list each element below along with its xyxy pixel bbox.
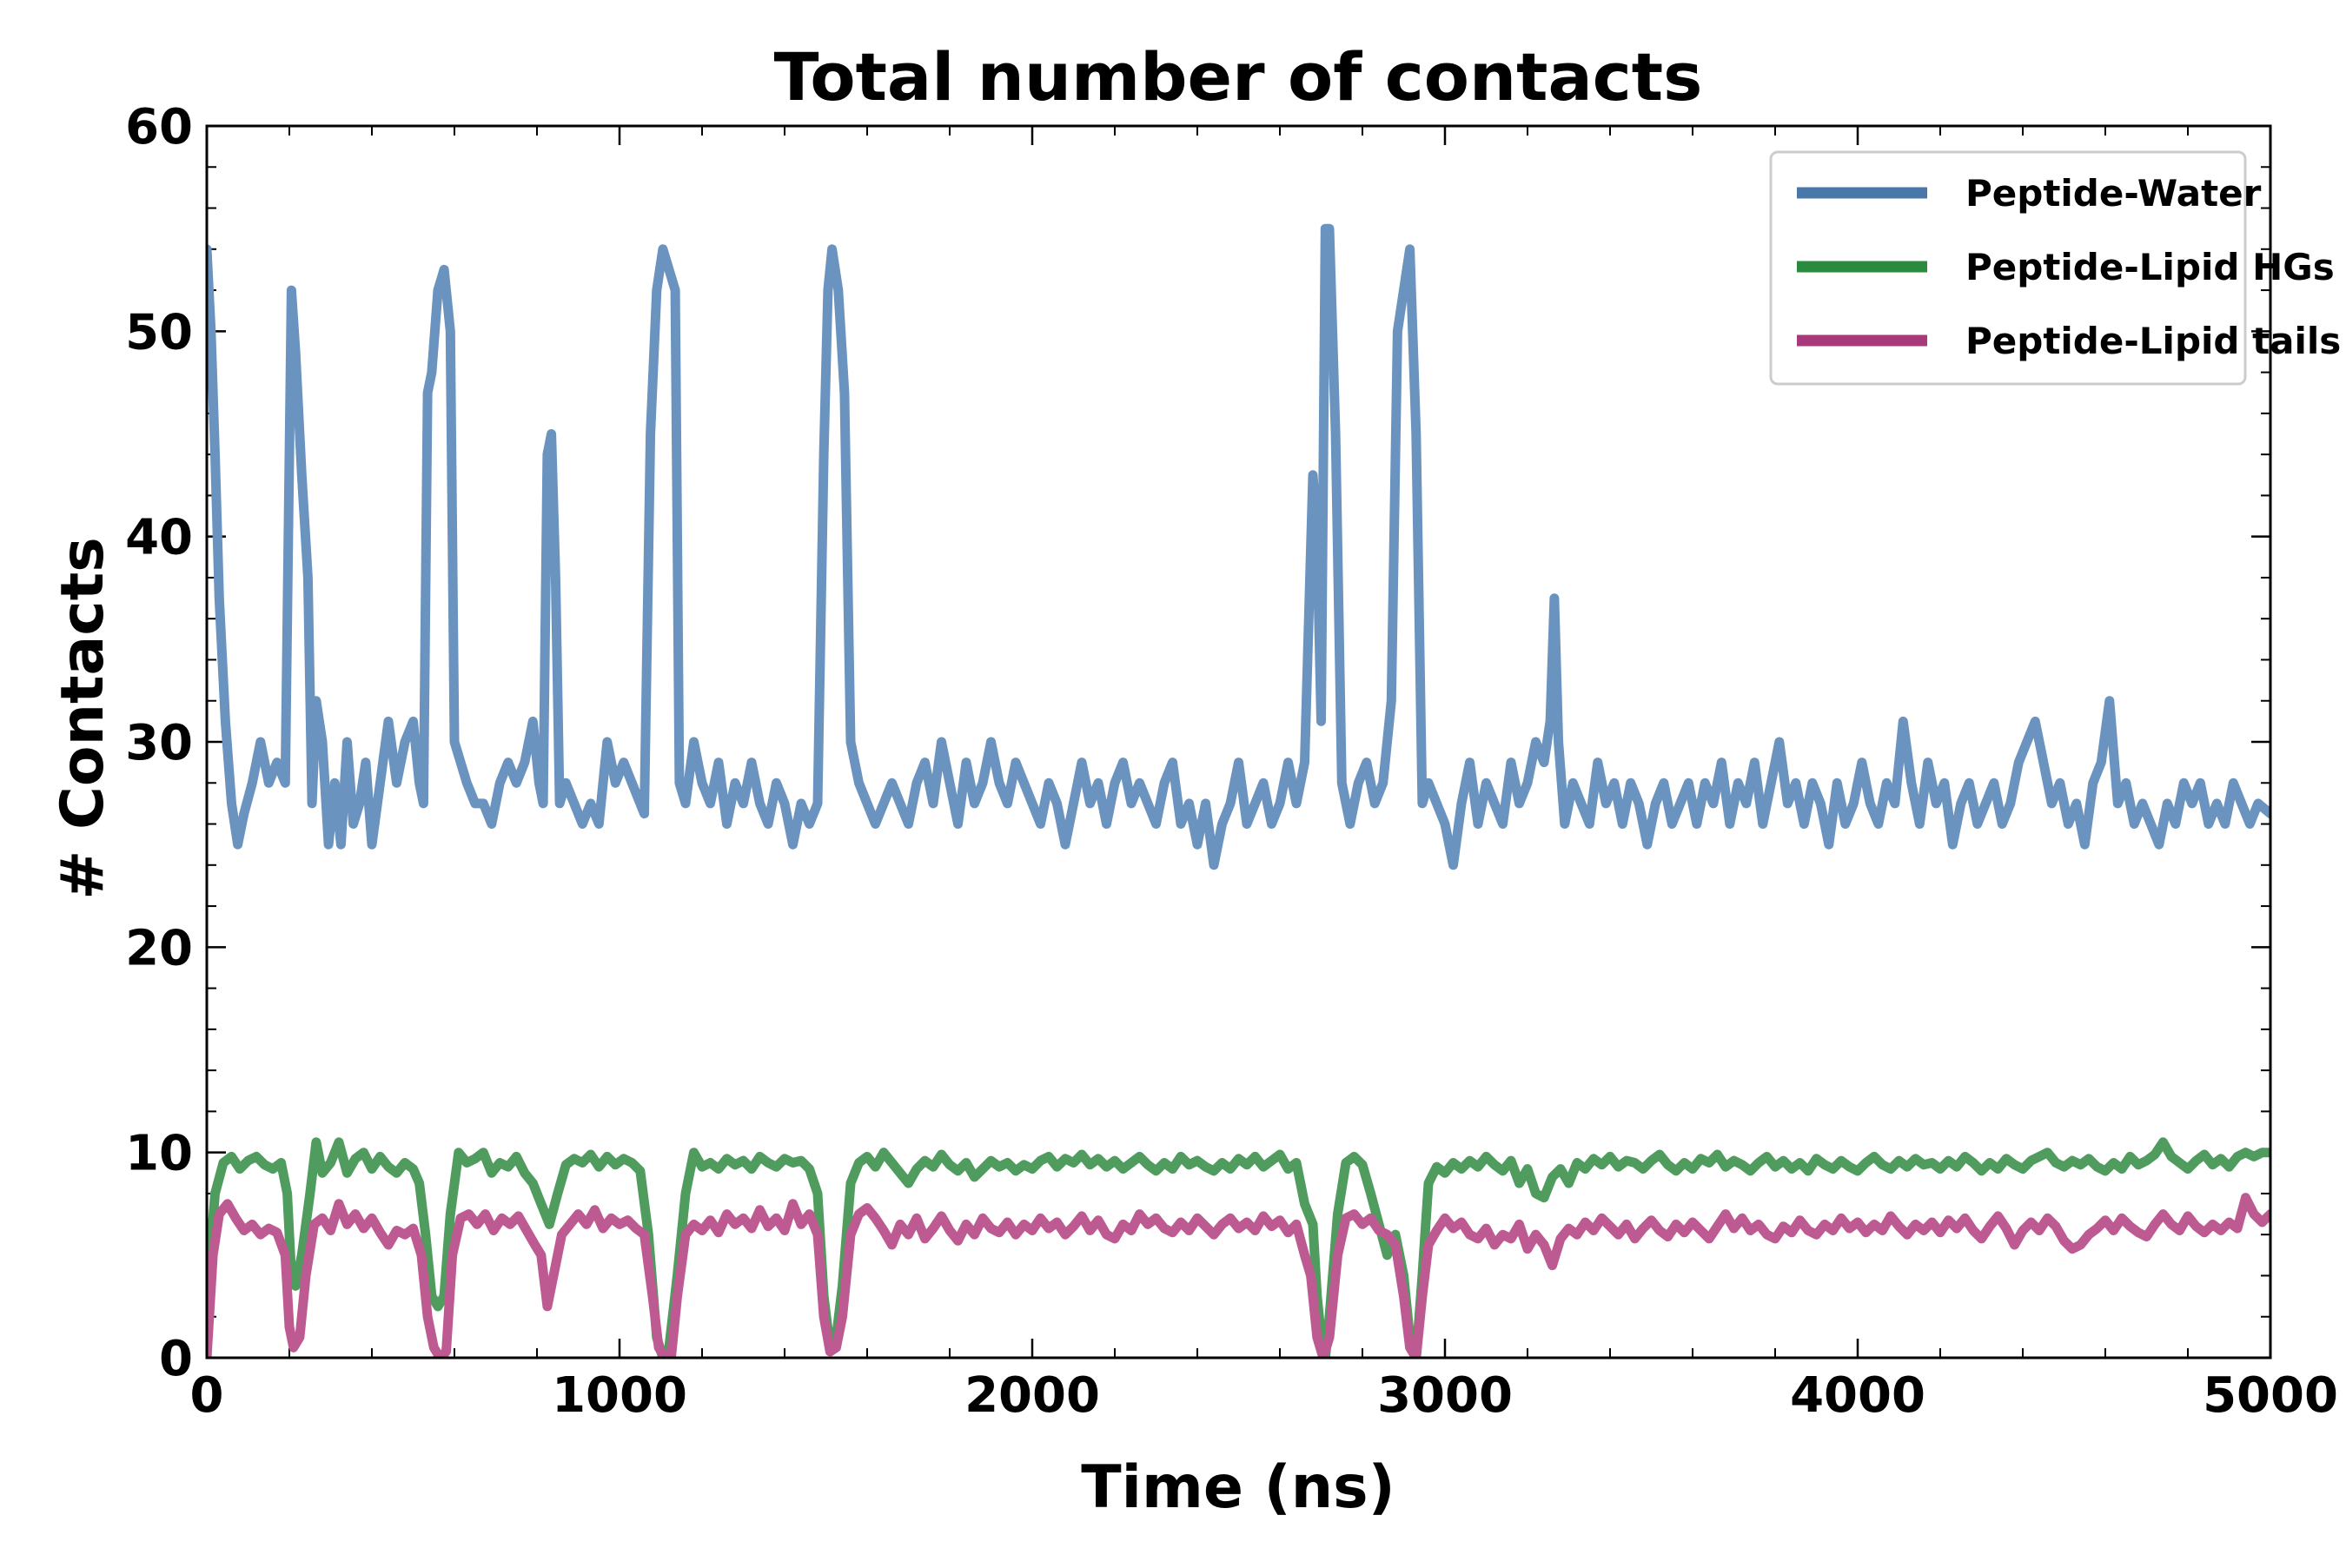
series-layer [207, 223, 2270, 1358]
x-axis-label: Time (ns) [1081, 1453, 1395, 1522]
series-line-2 [207, 1137, 2270, 1358]
y-tick-label: 60 [125, 99, 193, 155]
y-tick-label: 0 [159, 1331, 193, 1387]
series-line-3 [207, 1193, 2270, 1358]
legend-frame [1769, 150, 2247, 386]
y-tick-label: 50 [125, 304, 193, 361]
x-tick-label: 5000 [2203, 1367, 2338, 1424]
x-tick-label: 2000 [964, 1367, 1100, 1424]
legend: Peptide-Water Peptide-Lipid HGs Peptide-Li… [1769, 150, 2341, 386]
x-tick-label: 3000 [1377, 1367, 1513, 1424]
y-axis-label: # Contacts [49, 537, 117, 899]
series-line-1 [207, 223, 2270, 870]
x-tick-label: 0 [190, 1367, 224, 1424]
legend-label: Peptide-Lipid tails [1965, 320, 2341, 362]
legend-label: Peptide-Water [1965, 172, 2262, 215]
x-tick-label: 4000 [1790, 1367, 1925, 1424]
plot-frame [205, 124, 2272, 1360]
legend-label: Peptide-Lipid HGs [1965, 246, 2335, 288]
chart-title: Total number of contacts [774, 38, 1703, 116]
y-tick-label: 30 [125, 715, 193, 771]
ticks-layer: 0 10 20 30 40 50 60 0 1000 2000 3000 4000 5000 [125, 99, 2338, 1424]
x-tick-label: 1000 [552, 1367, 687, 1424]
y-tick-label: 40 [125, 510, 193, 566]
y-tick-label: 20 [125, 920, 193, 976]
y-tick-label: 10 [125, 1126, 193, 1182]
